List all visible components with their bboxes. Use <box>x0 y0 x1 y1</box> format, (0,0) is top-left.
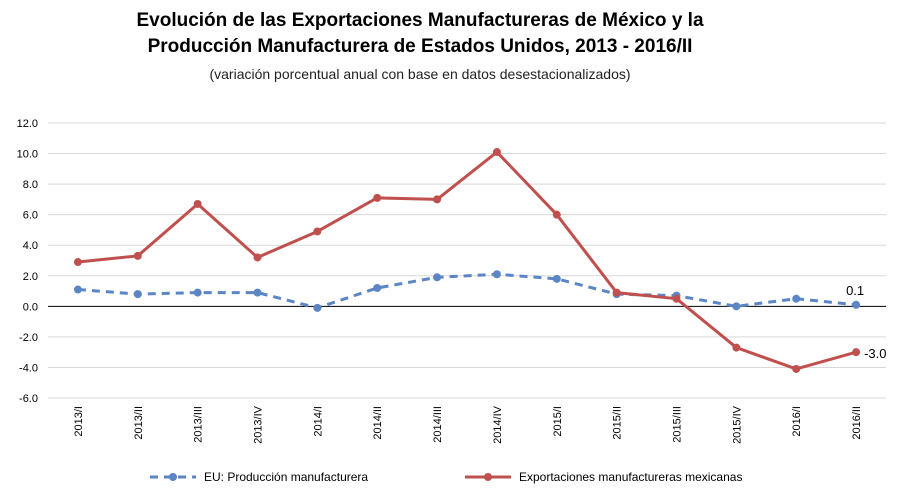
data-point-1 <box>73 285 82 294</box>
data-point-2 <box>73 258 82 267</box>
end-data-label: 0.1 <box>846 283 864 298</box>
data-point-2 <box>313 227 322 236</box>
series-line-1 <box>77 272 857 310</box>
data-point-2 <box>612 288 621 297</box>
y-tick-label: -6.0 <box>19 393 38 405</box>
x-tick-label: 2016/I <box>791 406 803 437</box>
data-point-2 <box>373 193 382 202</box>
data-point-2 <box>492 148 501 157</box>
data-point-1 <box>552 274 561 283</box>
y-tick-label: 0.0 <box>23 301 38 313</box>
data-point-2 <box>133 251 142 260</box>
chart-subtitle: (variación porcentual anual con base en … <box>209 66 631 82</box>
x-tick-label: 2015/I <box>552 406 564 437</box>
x-tick-label: 2013/I <box>73 406 85 437</box>
x-tick-label: 2015/II <box>612 406 624 440</box>
data-point-1 <box>133 290 142 299</box>
y-tick-label: -4.0 <box>19 362 38 374</box>
y-tick-label: 8.0 <box>23 179 38 191</box>
chart-title-line-2: Producción Manufacturera de Estados Unid… <box>147 36 693 57</box>
x-tick-label: 2015/IV <box>731 405 743 444</box>
data-point-2 <box>852 348 861 357</box>
y-tick-label: 10.0 <box>17 149 38 161</box>
x-tick-label: 2014/II <box>372 406 384 440</box>
legend-marker-2 <box>484 473 492 481</box>
chart-title-line-1: Evolución de las Exportaciones Manufactu… <box>136 10 704 31</box>
y-tick-label: 12.0 <box>17 118 38 130</box>
data-point-1 <box>253 288 262 297</box>
data-point-1 <box>313 303 322 312</box>
data-point-1 <box>373 284 382 292</box>
x-tick-label: 2014/IV <box>492 405 504 444</box>
legend-label-2: Exportaciones manufactureras mexicanas <box>519 470 742 484</box>
data-point-1 <box>433 273 442 282</box>
series-line-2 <box>77 150 857 371</box>
y-tick-label: 6.0 <box>23 210 38 222</box>
y-tick-label: -2.0 <box>19 332 38 344</box>
data-point-2 <box>552 210 561 219</box>
x-tick-label: 2013/III <box>193 406 205 443</box>
data-point-1 <box>492 270 501 279</box>
x-tick-label: 2014/III <box>432 406 444 443</box>
data-point-2 <box>792 364 801 373</box>
data-point-1 <box>792 294 801 303</box>
data-point-2 <box>193 199 202 208</box>
x-tick-label: 2016/II <box>851 406 863 440</box>
data-point-1 <box>732 302 741 311</box>
x-tick-label: 2013/IV <box>253 405 265 444</box>
data-point-2 <box>732 343 741 352</box>
legend-marker-1 <box>169 473 177 481</box>
x-tick-label: 2015/III <box>672 406 684 443</box>
data-point-2 <box>433 195 442 204</box>
data-point-2 <box>253 253 262 262</box>
y-tick-label: 2.0 <box>23 271 38 283</box>
data-point-2 <box>672 294 681 303</box>
data-point-1 <box>193 288 202 297</box>
y-tick-label: 4.0 <box>23 240 38 252</box>
data-point-1 <box>852 300 861 309</box>
end-data-label: -3.0 <box>864 346 886 361</box>
legend-label-1: EU: Producción manufacturera <box>204 470 368 484</box>
x-tick-label: 2014/I <box>312 406 324 437</box>
x-tick-label: 2013/II <box>133 406 145 440</box>
